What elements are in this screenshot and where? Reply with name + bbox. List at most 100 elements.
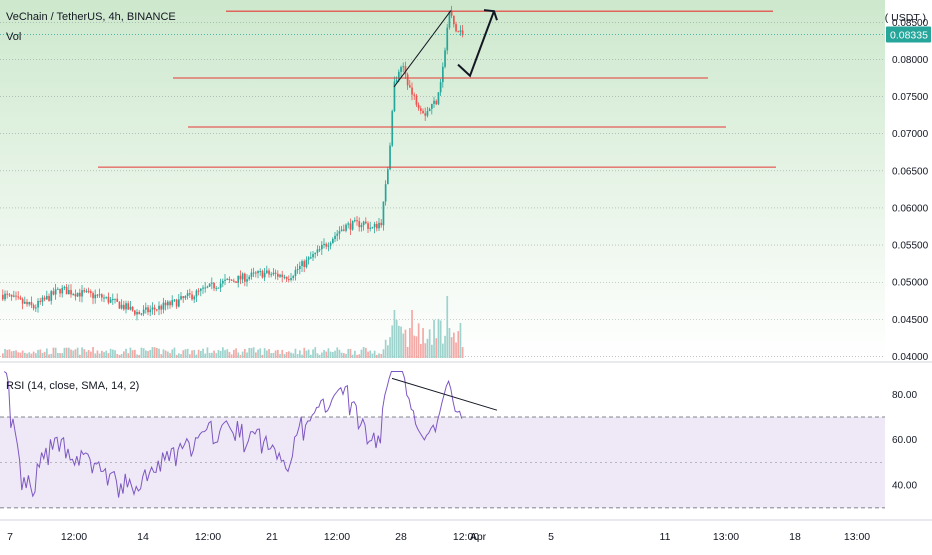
volume-bar [8,349,11,358]
volume-bar [281,349,284,358]
rsi-line [3,371,463,498]
volume-bar [248,347,251,358]
volume-bar [120,353,123,358]
volume-bar [32,351,35,358]
volume-bar [228,351,231,358]
candle-body [92,293,94,299]
candle-body [422,110,424,114]
volume-bar [351,354,354,358]
volume-bar [365,347,367,358]
candle-body [153,307,156,310]
candle-body [404,66,407,75]
candle-body [37,300,39,308]
candle-body [336,233,339,236]
volume-bar [340,352,343,358]
volume-bar [118,354,121,358]
volume-bar [116,353,119,358]
time-tick-label: 13:00 [713,531,739,543]
volume-bar [151,347,154,358]
candle-body [173,299,176,301]
candle-body [52,291,55,295]
symbol-title[interactable]: VeChain / TetherUS, 4h, BINANCE [6,11,176,23]
rsi-legend[interactable]: RSI (14, close, SMA, 14, 2) [6,380,140,392]
candles [2,5,464,321]
volume-bar [461,347,464,358]
volume-bar [164,350,167,358]
time-tick-label: 14 [137,531,149,543]
volume-bar [109,348,112,358]
volume-bar [387,345,389,358]
candle-body [382,201,385,226]
volume-bar [259,348,262,358]
candle-body [103,297,105,299]
candle-body [32,305,35,309]
volume-bar [406,346,409,358]
candle-body [105,296,108,298]
volume-bar [147,351,149,358]
volume-bar [46,348,48,358]
candle-body [4,293,6,300]
volume-bar [4,348,6,358]
candle-body [193,296,196,300]
volume-bar [83,349,86,358]
candle-body [151,307,154,310]
candle-body [321,244,323,250]
time-tick-label: 7 [7,531,13,543]
candle-body [428,108,431,112]
candle-body [338,231,341,234]
volume-bar [268,348,270,358]
candle-body [395,79,398,82]
volume-bar [160,354,163,358]
volume-bar [101,350,103,358]
volume-bar [378,353,380,358]
volume-bar [30,353,33,358]
time-tick-label: 12:00 [195,531,221,543]
volume-bar [17,352,20,358]
candle-body [96,294,99,296]
volume-bar [362,347,365,358]
volume-bar [158,348,160,358]
volume-bar [68,347,70,358]
candle-body [162,302,165,310]
candle-body [303,261,306,268]
candle-body [202,287,204,289]
volume-bar [230,354,233,358]
volume-bar [213,350,215,358]
candle-body [285,276,288,280]
candle-body [186,293,189,296]
time-tick-label: Apr [470,531,487,543]
volume-bar [206,347,209,358]
volume-bar [444,335,446,358]
candle-body [171,300,174,306]
volume-bar [314,347,317,358]
volume-bar [422,328,424,358]
time-tick-label: 12:00 [324,531,350,543]
candle-body [455,24,457,32]
candle-body [435,100,438,105]
volume-bar [52,347,55,358]
rsi-axis-background [885,367,932,517]
volume-bar [347,348,350,358]
candle-body [270,274,273,276]
volume-bar [41,352,44,358]
candle-body [114,298,116,300]
candle-body [387,169,389,185]
volume-legend[interactable]: Vol [6,31,22,43]
volume-bar [290,352,292,358]
volume-bar [222,347,224,358]
volume-bar [380,353,383,358]
candle-body [362,221,365,226]
candle-body [189,293,191,295]
volume-bar [292,353,295,358]
candle-body [378,222,380,229]
candle-body [255,272,257,274]
candle-body [219,283,222,288]
volume-bar [398,325,400,358]
volume-bar [107,353,110,358]
candle-body [420,108,422,111]
volume-bar [217,349,220,358]
candle-body [204,287,207,289]
rsi-band-fill [0,417,885,508]
